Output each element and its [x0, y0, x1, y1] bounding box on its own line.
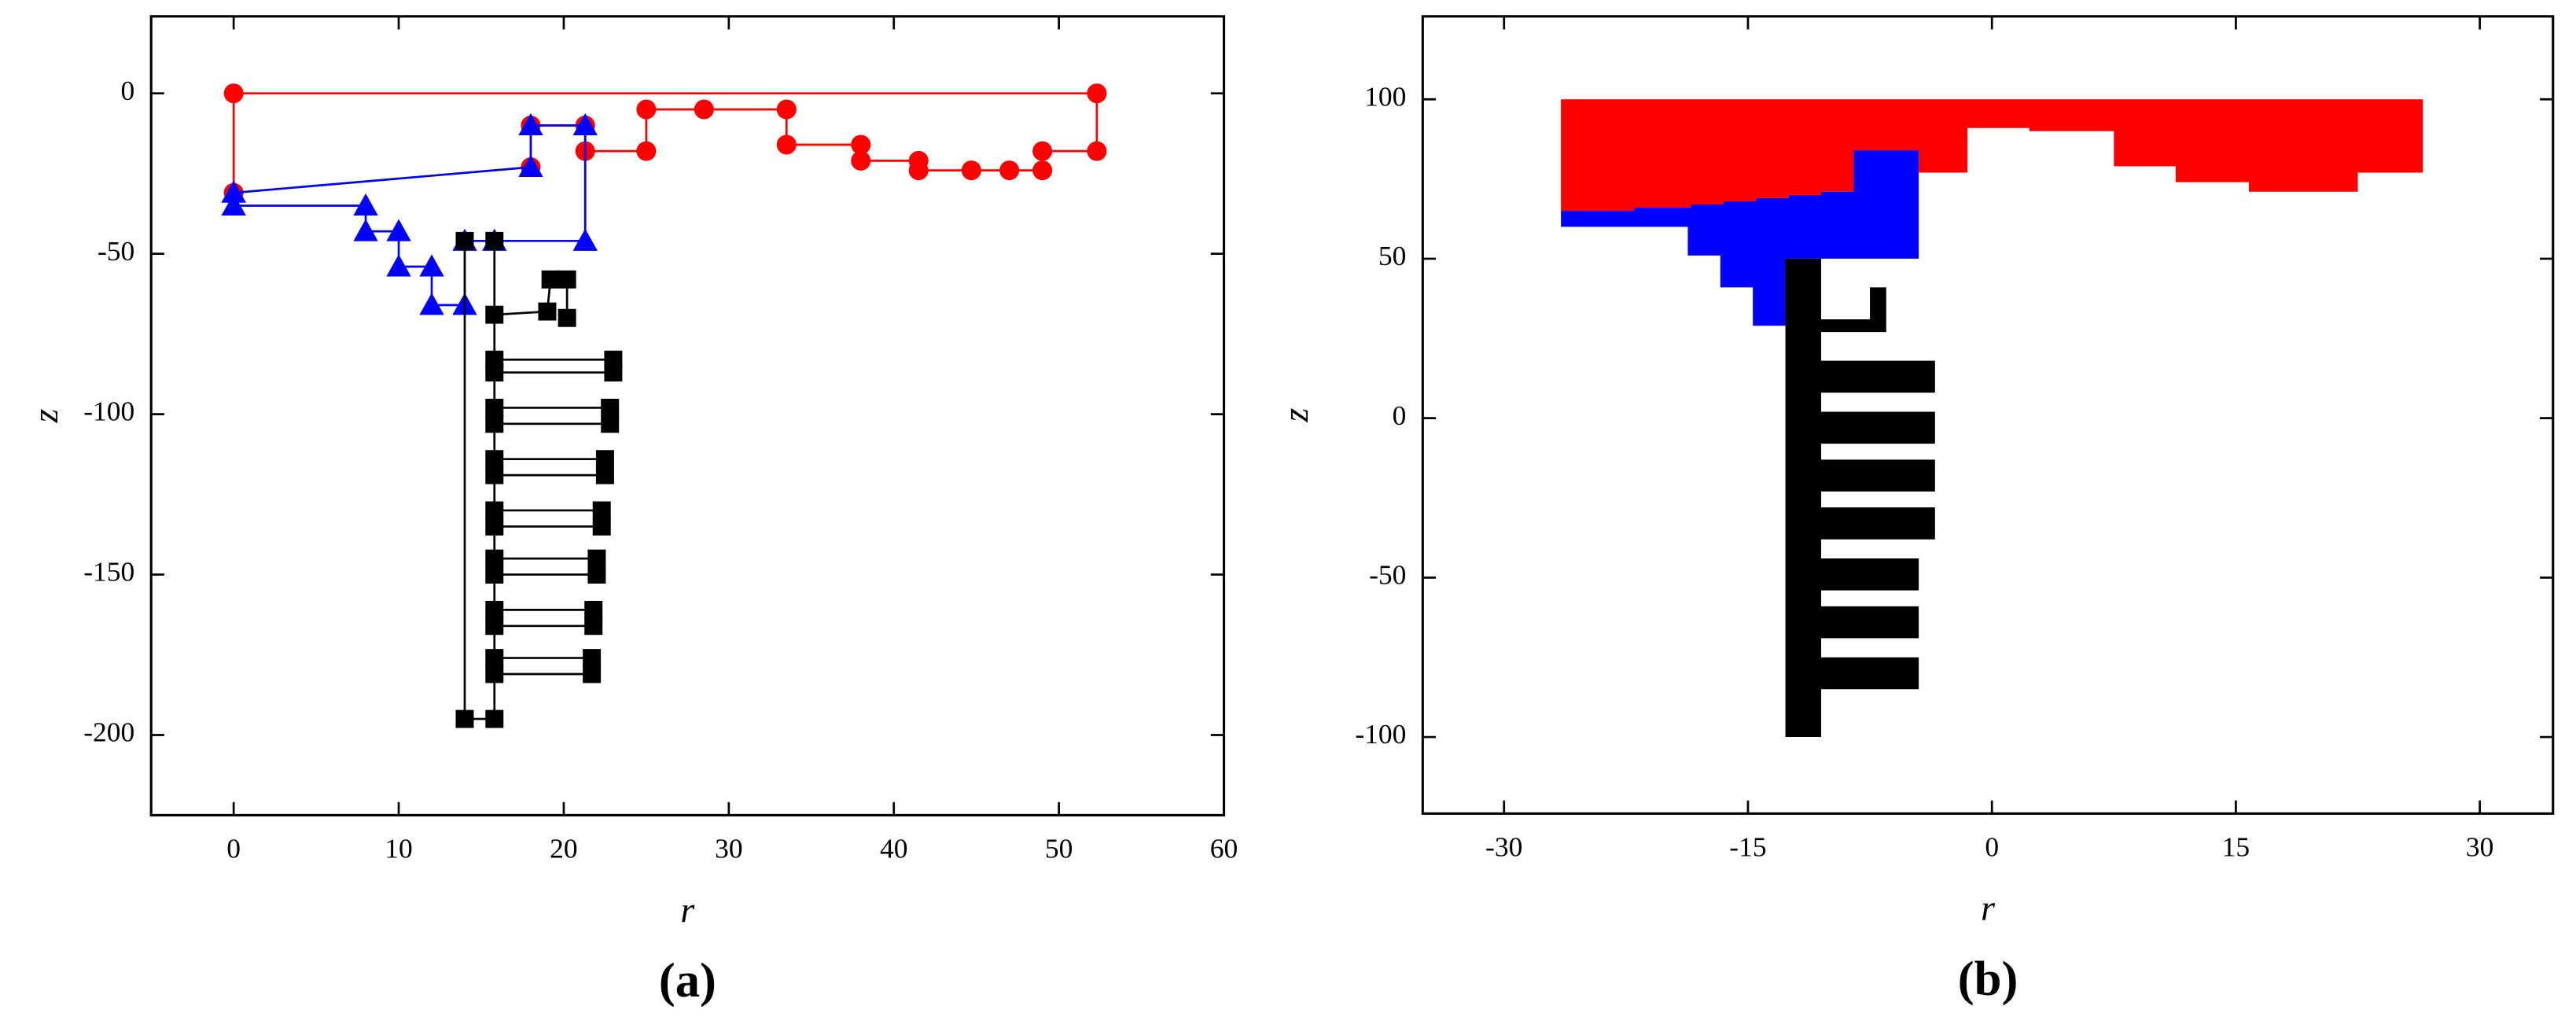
- marker: [485, 450, 504, 469]
- marker: [386, 254, 411, 277]
- marker: [592, 517, 611, 536]
- marker: [601, 415, 620, 433]
- marker: [518, 112, 543, 135]
- y-tick-label: 100: [1364, 80, 1406, 112]
- marker: [595, 466, 614, 485]
- marker: [1087, 141, 1107, 161]
- x-tick-label: 20: [550, 832, 578, 864]
- marker: [485, 501, 504, 520]
- x-tick-label: 30: [715, 832, 743, 864]
- marker: [223, 83, 244, 104]
- marker: [485, 398, 504, 417]
- marker: [601, 398, 620, 417]
- marker: [485, 549, 504, 568]
- marker: [485, 415, 504, 433]
- marker: [636, 141, 657, 161]
- x-tick-label: 10: [385, 832, 413, 864]
- region: [1561, 99, 2423, 212]
- marker: [595, 450, 614, 469]
- x-axis-label: r: [1981, 888, 1995, 928]
- x-tick-label: -15: [1729, 831, 1766, 862]
- marker: [485, 363, 504, 382]
- x-tick-label: 0: [1985, 831, 1999, 862]
- marker: [961, 160, 981, 181]
- x-tick-label: 60: [1210, 832, 1238, 864]
- marker: [221, 193, 246, 216]
- x-axis-label: r: [680, 890, 694, 930]
- marker: [776, 134, 797, 155]
- marker: [541, 270, 560, 289]
- x-tick-label: -30: [1485, 831, 1522, 862]
- marker: [485, 709, 504, 728]
- y-tick-label: -100: [83, 396, 134, 427]
- marker: [485, 665, 504, 683]
- marker: [584, 617, 603, 636]
- marker: [636, 99, 657, 120]
- marker: [583, 649, 602, 668]
- marker: [999, 160, 1020, 181]
- marker: [386, 219, 411, 241]
- y-tick-label: 0: [1393, 400, 1407, 431]
- x-tick-label: 40: [880, 832, 908, 864]
- marker: [221, 180, 246, 203]
- marker: [485, 649, 504, 668]
- x-tick-label: 15: [2222, 831, 2250, 862]
- marker: [558, 270, 576, 289]
- y-tick-label: -50: [98, 235, 134, 267]
- marker: [558, 308, 576, 327]
- marker: [587, 566, 606, 584]
- marker: [604, 363, 623, 382]
- panel-caption: (a): [659, 952, 716, 1008]
- y-tick-label: -50: [1369, 559, 1406, 591]
- marker: [353, 193, 378, 216]
- region: [1785, 258, 1935, 738]
- series-line: [232, 124, 587, 307]
- marker: [485, 305, 504, 324]
- marker: [592, 501, 611, 520]
- plot-frame: [149, 15, 1226, 817]
- x-tick-label: 30: [2466, 831, 2494, 862]
- marker: [851, 134, 871, 155]
- marker: [485, 517, 504, 536]
- region: [1561, 150, 1919, 326]
- y-axis-label: z: [1275, 408, 1316, 423]
- y-tick-label: -150: [83, 556, 134, 588]
- y-tick-label: -200: [83, 717, 134, 748]
- y-axis-label: z: [25, 409, 65, 424]
- y-tick-label: 0: [121, 75, 135, 106]
- panel-caption: (b): [1958, 951, 2018, 1006]
- marker: [1032, 160, 1053, 181]
- marker: [485, 600, 504, 619]
- marker: [694, 99, 714, 120]
- marker: [419, 254, 444, 277]
- marker: [1087, 83, 1107, 104]
- marker: [485, 466, 504, 485]
- marker: [455, 709, 474, 728]
- marker: [518, 154, 543, 178]
- x-tick-label: 50: [1045, 832, 1073, 864]
- x-tick-label: 0: [226, 832, 241, 864]
- marker: [583, 665, 602, 683]
- marker: [538, 302, 557, 321]
- y-tick-label: -100: [1355, 718, 1406, 750]
- marker: [485, 617, 504, 636]
- marker: [851, 150, 871, 171]
- marker: [485, 231, 504, 250]
- marker: [485, 566, 504, 584]
- marker: [353, 219, 378, 241]
- marker: [455, 231, 474, 250]
- marker: [1032, 141, 1053, 161]
- marker: [572, 228, 598, 251]
- marker: [572, 112, 598, 135]
- marker: [419, 293, 444, 315]
- y-tick-label: 50: [1378, 240, 1407, 271]
- marker: [776, 99, 797, 120]
- marker: [584, 600, 603, 619]
- marker: [587, 549, 606, 568]
- plot-frame: [1421, 15, 2555, 815]
- marker: [908, 150, 929, 171]
